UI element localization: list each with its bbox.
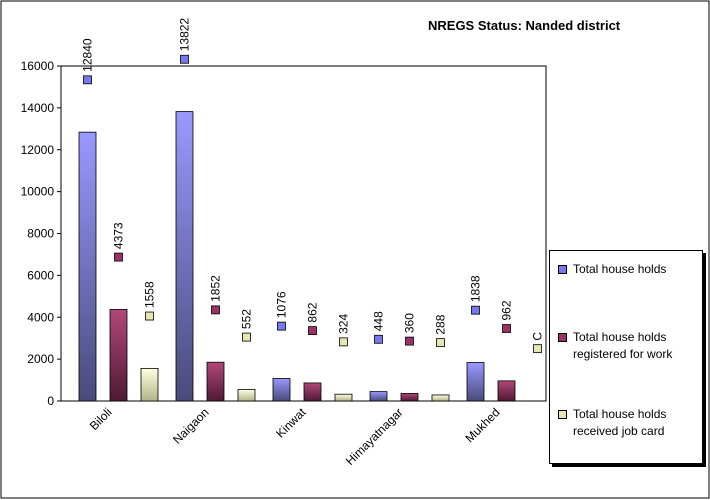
y-tick-label: 10000 bbox=[21, 185, 55, 199]
data-label-kinwat-series-2: 862 bbox=[306, 302, 320, 322]
y-tick-label: 8000 bbox=[27, 227, 54, 241]
y-axis: 0 2000 4000 6000 8000 10000 12000 14000 16000 bbox=[21, 59, 61, 408]
bar-naigaon-series-1 bbox=[175, 111, 194, 402]
legend-swatch-registered bbox=[558, 333, 567, 342]
y-tick-label: 14000 bbox=[21, 101, 55, 115]
data-label-kinwat-series-1: 1076 bbox=[275, 291, 289, 318]
data-label-mukhed-series-2: 962 bbox=[500, 300, 514, 320]
bar-kinwat-series-3 bbox=[334, 393, 353, 402]
bar-mukhed-series-2 bbox=[497, 380, 516, 402]
value-marker-himayatnagar-series-3 bbox=[436, 338, 445, 348]
data-label-kinwat-series-3: 324 bbox=[337, 314, 351, 334]
bar-biloli-series-1 bbox=[78, 131, 97, 402]
value-marker-biloli-series-2 bbox=[114, 252, 123, 262]
data-label-himayatnagar-series-1: 448 bbox=[372, 311, 386, 331]
chart-title: NREGS Status: Nanded district bbox=[428, 18, 621, 33]
value-marker-kinwat-series-3 bbox=[339, 337, 348, 347]
bar-biloli-series-2 bbox=[109, 309, 128, 402]
legend-item-registered: Total house holds registered for work bbox=[558, 329, 703, 363]
y-tick-label: 4000 bbox=[27, 310, 54, 324]
legend-item-job-card: Total house holds received job card bbox=[558, 406, 703, 440]
value-marker-naigaon-series-1 bbox=[180, 54, 189, 64]
legend-label-registered: Total house holds registered for work bbox=[573, 330, 673, 361]
bar-kinwat-series-2 bbox=[303, 382, 322, 402]
data-label-naigaon-series-3: 552 bbox=[240, 309, 254, 329]
value-marker-naigaon-series-3 bbox=[242, 332, 251, 342]
bar-himayatnagar-series-3 bbox=[431, 394, 450, 402]
data-label-mukhed-series-3: C bbox=[531, 332, 545, 341]
data-label-biloli-series-3: 1558 bbox=[143, 281, 157, 308]
legend-label-job-card: Total house holds received job card bbox=[573, 407, 667, 438]
bar-himayatnagar-series-1 bbox=[369, 391, 388, 402]
legend-swatch-total-households bbox=[558, 265, 567, 274]
legend-item-total-households: Total house holds bbox=[558, 261, 703, 278]
data-label-biloli-series-2: 4373 bbox=[112, 222, 126, 249]
data-label-mukhed-series-1: 1838 bbox=[469, 275, 483, 302]
bar-naigaon-series-3 bbox=[237, 389, 256, 402]
data-label-himayatnagar-series-3: 288 bbox=[434, 314, 448, 334]
data-labels-group: 12840 4373 1558 13822 1852 552 1076 862 324 448 36… bbox=[81, 18, 545, 341]
data-label-naigaon-series-1: 13822 bbox=[178, 18, 192, 52]
y-tick-label: 0 bbox=[47, 394, 54, 408]
bar-kinwat-series-1 bbox=[272, 378, 291, 402]
y-tick-label: 2000 bbox=[27, 352, 54, 366]
legend-swatch-job-card bbox=[558, 410, 567, 419]
value-marker-biloli-series-1 bbox=[83, 75, 92, 85]
y-tick-label: 12000 bbox=[21, 143, 55, 157]
data-label-naigaon-series-2: 1852 bbox=[209, 275, 223, 302]
data-label-biloli-series-1: 12840 bbox=[81, 38, 95, 72]
y-tick-label: 16000 bbox=[21, 59, 55, 73]
value-marker-naigaon-series-2 bbox=[211, 305, 220, 315]
label-markers-group bbox=[83, 54, 546, 354]
value-marker-mukhed-series-2 bbox=[502, 324, 511, 333]
data-label-himayatnagar-series-2: 360 bbox=[403, 313, 417, 333]
value-marker-biloli-series-3 bbox=[145, 311, 154, 321]
value-marker-himayatnagar-series-1 bbox=[374, 334, 383, 344]
legend: Total house holds Total house holds regi… bbox=[549, 250, 703, 464]
value-marker-himayatnagar-series-2 bbox=[405, 336, 414, 346]
value-marker-kinwat-series-2 bbox=[308, 326, 317, 336]
bar-mukhed-series-1 bbox=[466, 362, 485, 402]
legend-label-total-households: Total house holds bbox=[573, 262, 667, 276]
bar-biloli-series-3 bbox=[140, 367, 159, 402]
bar-naigaon-series-2 bbox=[206, 361, 225, 402]
value-marker-kinwat-series-1 bbox=[277, 321, 286, 331]
y-tick-label: 6000 bbox=[27, 268, 54, 282]
bars-group bbox=[78, 111, 516, 402]
bar-himayatnagar-series-2 bbox=[400, 393, 419, 402]
value-marker-mukhed-series-1 bbox=[471, 305, 480, 315]
value-marker-mukhed-series-3 bbox=[533, 344, 542, 354]
